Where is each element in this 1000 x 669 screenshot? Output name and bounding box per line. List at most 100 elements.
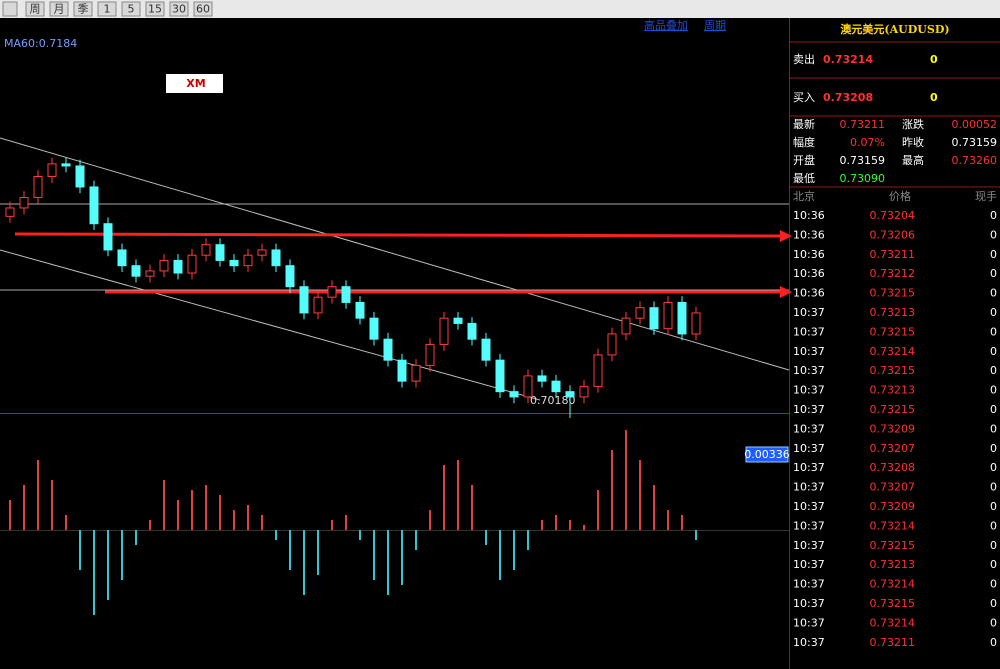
- tick-price: 0.73213: [870, 558, 916, 571]
- period-button[interactable]: [145, 1, 165, 17]
- tick-time: 10:36: [793, 209, 825, 222]
- arrow-line: [14, 232, 781, 238]
- brand-logo: [166, 74, 223, 93]
- tick-time: 10:37: [793, 384, 825, 397]
- buy-price: 0.73208: [823, 91, 873, 104]
- period-button[interactable]: [121, 1, 141, 17]
- tick-volume: 0: [990, 422, 997, 435]
- candle-body: [341, 286, 351, 303]
- candle-body: [285, 265, 295, 288]
- period-button[interactable]: [25, 1, 45, 17]
- sell-label: 卖出: [793, 52, 815, 66]
- tick-price: 0.73214: [870, 519, 916, 532]
- candle-body: [467, 322, 477, 340]
- period-button-label[interactable]: 60: [196, 3, 210, 16]
- tick-price: 0.73212: [870, 267, 916, 280]
- channel-line: [0, 137, 790, 371]
- candle-body: [327, 286, 337, 298]
- candle-body: [313, 296, 323, 314]
- arrow-head: [780, 286, 792, 298]
- tick-price: 0.73214: [870, 345, 916, 358]
- chart-area: [0, 18, 789, 669]
- ticks-header: 现手: [975, 189, 997, 203]
- channel-line: [0, 249, 541, 401]
- tick-price: 0.73209: [870, 500, 916, 513]
- tick-time: 10:37: [793, 364, 825, 377]
- candle-body: [691, 312, 701, 335]
- period-button-label[interactable]: 季: [78, 3, 89, 16]
- candle-body: [299, 286, 309, 314]
- sell-price: 0.73214: [823, 53, 873, 66]
- candle-body: [103, 223, 113, 251]
- quote-title: 澳元美元(AUDUSD): [840, 22, 949, 36]
- low-marker: 0.70180: [530, 394, 576, 407]
- tick-volume: 0: [990, 539, 997, 552]
- tick-price: 0.73215: [870, 325, 916, 338]
- toolbar-link[interactable]: 高品叠加: [644, 18, 688, 32]
- tick-time: 10:37: [793, 558, 825, 571]
- candle-body: [481, 338, 491, 361]
- candle-body: [523, 375, 533, 398]
- tick-price: 0.73213: [870, 306, 916, 319]
- candle-body: [215, 244, 225, 261]
- sell-volume: 0: [930, 53, 938, 66]
- candle-body: [243, 254, 253, 267]
- candle-body: [425, 343, 435, 366]
- candle-body: [677, 301, 687, 335]
- tick-volume: 0: [990, 519, 997, 532]
- stat-value: 0.00052: [952, 118, 998, 131]
- tick-volume: 0: [990, 384, 997, 397]
- toolbar-link[interactable]: 周期: [704, 19, 726, 32]
- tick-volume: 0: [990, 209, 997, 222]
- period-button[interactable]: [97, 1, 117, 17]
- tick-time: 10:37: [793, 461, 825, 474]
- period-button[interactable]: [49, 1, 69, 17]
- indicator-label: MA60:0.7184: [4, 37, 77, 50]
- tick-time: 10:36: [793, 287, 825, 300]
- tick-price: 0.73207: [870, 442, 916, 455]
- period-button[interactable]: [193, 1, 213, 17]
- tick-time: 10:36: [793, 248, 825, 261]
- period-button[interactable]: [73, 1, 93, 17]
- period-button-label[interactable]: 5: [128, 3, 135, 16]
- candle-body: [159, 259, 169, 272]
- period-button-label[interactable]: 1: [104, 3, 111, 16]
- candle-body: [621, 317, 631, 335]
- stat-label: 涨跌: [902, 117, 924, 131]
- candle-body: [19, 196, 29, 209]
- tick-time: 10:37: [793, 500, 825, 513]
- tick-price: 0.73209: [870, 422, 916, 435]
- stat-value: 0.73260: [952, 154, 998, 167]
- period-button-label[interactable]: 15: [148, 3, 162, 16]
- tick-volume: 0: [990, 306, 997, 319]
- tick-volume: 0: [990, 442, 997, 455]
- tick-volume: 0: [990, 287, 997, 300]
- price-tag-text: 0.00336: [744, 448, 790, 461]
- candle-body: [635, 307, 645, 319]
- period-button-label[interactable]: 周: [30, 3, 41, 16]
- tick-volume: 0: [990, 461, 997, 474]
- period-button-label[interactable]: 月: [54, 3, 65, 16]
- period-button-label[interactable]: 30: [172, 3, 186, 16]
- stat-label: 幅度: [793, 135, 815, 149]
- tick-price: 0.73213: [870, 384, 916, 397]
- arrow-head: [780, 230, 792, 242]
- tick-volume: 0: [990, 267, 997, 280]
- candle-body: [453, 317, 463, 324]
- stat-label: 最新: [793, 117, 815, 131]
- icon-button[interactable]: [2, 1, 18, 17]
- stat-label: 昨收: [902, 135, 924, 149]
- tick-volume: 0: [990, 597, 997, 610]
- candle-body: [663, 301, 673, 330]
- candle-body: [145, 270, 155, 277]
- tick-price: 0.73215: [870, 403, 916, 416]
- period-button[interactable]: [169, 1, 189, 17]
- stat-value: 0.73159: [840, 154, 886, 167]
- buy-volume: 0: [930, 91, 938, 104]
- tick-time: 10:36: [793, 267, 825, 280]
- stat-label: 最低: [793, 172, 815, 185]
- candle-body: [75, 165, 85, 188]
- candle-body: [355, 301, 365, 319]
- tick-time: 10:37: [793, 325, 825, 338]
